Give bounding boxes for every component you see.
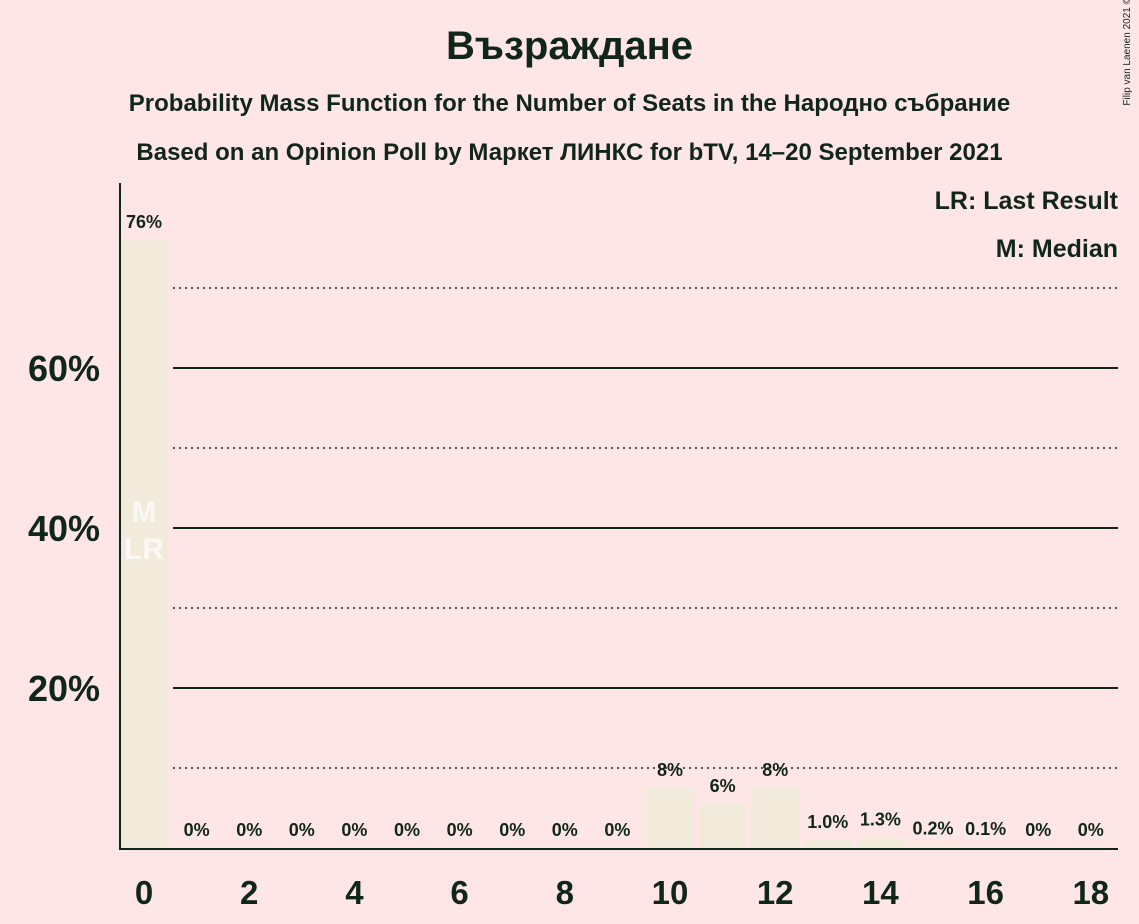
last-result-marker: LR (124, 533, 164, 566)
data-label-8: 0% (552, 820, 578, 840)
bar-15 (909, 846, 957, 848)
chart-subtitle-source: Based on an Opinion Poll by Маркет ЛИНКС… (136, 139, 1003, 166)
data-label-0: 76% (126, 212, 162, 232)
data-label-18: 0% (1078, 820, 1104, 840)
bar-11 (698, 804, 747, 848)
x-tick-label-18: 18 (1072, 874, 1109, 911)
bar-16 (961, 847, 1010, 848)
x-tick-label-8: 8 (556, 874, 574, 911)
x-tick-label-2: 2 (240, 874, 258, 911)
legend-entry-0: LR: Last Result (935, 187, 1119, 215)
x-tick-label-4: 4 (345, 874, 364, 911)
x-tick-label-14: 14 (862, 874, 899, 911)
data-label-17: 0% (1025, 820, 1051, 840)
data-label-14: 1.3% (860, 810, 901, 830)
data-label-5: 0% (394, 820, 420, 840)
x-tick-label-10: 10 (652, 874, 689, 911)
chart-subtitle: Probability Mass Function for the Number… (128, 90, 1011, 117)
data-label-11: 6% (710, 776, 736, 796)
bar-13 (803, 840, 852, 848)
data-label-4: 0% (341, 820, 367, 840)
bar-0 (120, 240, 168, 848)
data-label-6: 0% (447, 820, 473, 840)
data-label-3: 0% (289, 820, 315, 840)
legend-entry-1: M: Median (996, 235, 1118, 263)
y-tick-label-40: 40% (28, 508, 100, 549)
data-label-15: 0.2% (912, 818, 953, 838)
x-tick-label-6: 6 (450, 874, 468, 911)
x-tick-label-16: 16 (967, 874, 1004, 911)
data-label-1: 0% (184, 820, 210, 840)
data-label-10: 8% (657, 760, 683, 780)
y-tick-label-20: 20% (28, 668, 100, 709)
x-tick-label-0: 0 (135, 874, 153, 911)
data-label-16: 0.1% (965, 819, 1006, 839)
bar-10 (646, 788, 694, 848)
x-tick-label-12: 12 (757, 874, 794, 911)
y-tick-label-60: 60% (28, 348, 100, 389)
bar-14 (856, 837, 905, 848)
data-label-13: 1.0% (807, 812, 848, 832)
data-label-9: 0% (604, 820, 630, 840)
bar-12 (751, 788, 800, 848)
data-label-12: 8% (762, 760, 788, 780)
data-label-2: 0% (236, 820, 262, 840)
data-label-7: 0% (499, 820, 525, 840)
median-marker: M (132, 496, 157, 529)
chart-title: Възраждане (445, 24, 693, 68)
